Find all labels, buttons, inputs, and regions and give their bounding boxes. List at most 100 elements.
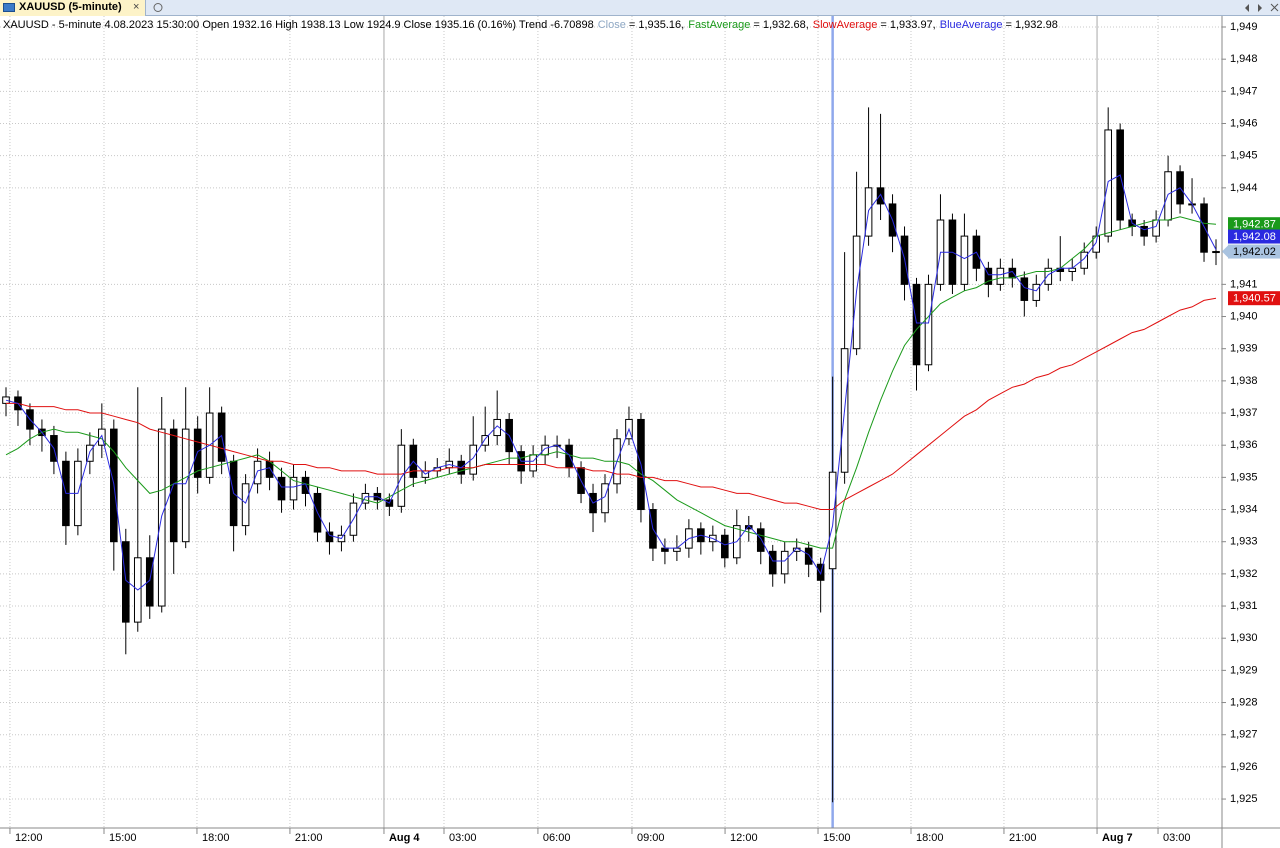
price-tag-arrow xyxy=(1222,244,1229,259)
tab-close[interactable]: × xyxy=(133,1,140,13)
candle-body xyxy=(541,444,549,456)
average-line xyxy=(5,174,1217,591)
tab-title: XAUUSD (5-minute) xyxy=(19,1,122,13)
x-tick-label: 06:00 xyxy=(543,832,571,844)
candle-body xyxy=(361,492,370,504)
legend-value: = 1,932.98 xyxy=(1005,19,1058,31)
y-tick-label: 1,927 xyxy=(1230,729,1258,741)
scroll-right[interactable] xyxy=(1258,4,1262,12)
y-tick-label: 1,925 xyxy=(1230,793,1258,805)
legend-name: FastAverage xyxy=(688,19,751,31)
candle-body xyxy=(756,528,765,552)
new-tab-icon[interactable] xyxy=(153,3,163,12)
candle-body xyxy=(1032,283,1041,301)
legend-value: = 1,935.16, xyxy=(628,19,685,31)
candle-body xyxy=(1080,251,1089,269)
candle-body xyxy=(277,476,286,501)
x-tick-label: 18:00 xyxy=(202,832,230,844)
chart-header: XAUUSD - 5-minute 4.08.2023 15:30:00 Ope… xyxy=(3,19,1058,31)
candle-body xyxy=(469,444,478,475)
candle-body xyxy=(481,435,490,446)
candle-body xyxy=(768,550,777,575)
x-tick-label: 09:00 xyxy=(637,832,665,844)
candle-body xyxy=(780,550,789,575)
candle-body xyxy=(1044,267,1053,285)
price-tag xyxy=(1228,291,1280,306)
candle-body xyxy=(721,534,729,559)
price-tag xyxy=(1228,229,1280,244)
y-tick-label: 1,937 xyxy=(1230,407,1258,419)
legend-name: Close xyxy=(597,19,626,31)
close-all[interactable] xyxy=(1270,3,1279,12)
price-tag-label: 1,942.02 xyxy=(1233,246,1276,258)
price-tag-label: 1,942.87 xyxy=(1233,219,1276,231)
y-tick-label: 1,949 xyxy=(1230,21,1258,33)
candle-body xyxy=(145,557,154,607)
price-tag xyxy=(1228,244,1280,259)
x-tick-label: 21:00 xyxy=(1009,832,1037,844)
y-tick-label: 1,930 xyxy=(1230,632,1258,644)
x-tick-label: Aug 7 xyxy=(1102,832,1133,844)
x-tick-label: 12:00 xyxy=(15,832,43,844)
candle-body xyxy=(253,460,262,485)
candle-body xyxy=(984,267,993,285)
y-tick-label: 1,928 xyxy=(1230,696,1258,708)
y-tick-label: 1,934 xyxy=(1230,503,1258,515)
legend-name: SlowAverage xyxy=(812,19,878,31)
x-tick-label: 21:00 xyxy=(295,832,323,844)
y-tick-label: 1,939 xyxy=(1230,343,1258,355)
average-line xyxy=(6,297,1217,510)
legend-value: = 1,933.97, xyxy=(880,19,936,31)
candle-body xyxy=(241,483,250,527)
y-tick-label: 1,946 xyxy=(1230,117,1258,129)
plot xyxy=(2,16,1220,828)
candle-body xyxy=(2,396,10,404)
x-tick-label: 15:00 xyxy=(823,832,851,844)
y-tick-label: 1,929 xyxy=(1230,664,1258,676)
average-line xyxy=(5,216,1217,549)
y-tick-label: 1,941 xyxy=(1230,278,1258,290)
x-tick-label: Aug 4 xyxy=(389,832,420,844)
x-tick-label: 15:00 xyxy=(109,832,137,844)
candle-body xyxy=(397,444,406,507)
y-tick-label: 1,940 xyxy=(1230,310,1258,322)
candle-body xyxy=(1140,225,1148,237)
y-tick-label: 1,945 xyxy=(1230,150,1258,162)
tab-icon xyxy=(3,3,15,12)
candle-body xyxy=(912,283,921,366)
candle-body xyxy=(1164,171,1172,221)
legend-value: = 1,932.68, xyxy=(753,19,809,31)
price-tag-label: 1,942.08 xyxy=(1233,231,1276,243)
y-tick-label: 1,938 xyxy=(1230,375,1258,387)
chart-tab[interactable]: XAUUSD (5-minute) × xyxy=(0,0,146,16)
y-tick-label: 1,947 xyxy=(1230,85,1258,97)
tab-icons xyxy=(153,3,1279,12)
candle-body xyxy=(1152,219,1160,237)
candle-body xyxy=(565,444,573,469)
price-tag-label: 1,940.57 xyxy=(1233,293,1276,305)
candle-body xyxy=(804,547,813,565)
candle-body xyxy=(996,267,1005,285)
x-tick-label: 12:00 xyxy=(730,832,758,844)
candle-body xyxy=(529,454,537,472)
candle-body xyxy=(661,547,669,552)
y-tick-label: 1,931 xyxy=(1230,600,1258,612)
candle-body xyxy=(673,547,681,552)
x-tick-label: 18:00 xyxy=(916,832,944,844)
y-tick-label: 1,926 xyxy=(1230,761,1258,773)
candle-body xyxy=(193,428,202,478)
candle-body xyxy=(924,283,933,366)
axes: 1,925 1,926 1,927 1,928 1,929 1,930 1,931 1,932… xyxy=(9,21,1280,844)
header-text: XAUUSD - 5-minute 4.08.2023 15:30:00 Ope… xyxy=(3,19,594,31)
candle-body xyxy=(325,531,334,543)
candle-body xyxy=(1008,267,1017,279)
candle-body xyxy=(289,476,298,501)
candle-body xyxy=(1212,251,1220,254)
grid xyxy=(0,16,1222,828)
scroll-left[interactable] xyxy=(1245,4,1249,12)
candle-body xyxy=(121,541,130,623)
candle-body xyxy=(960,235,969,285)
y-tick-label: 1,936 xyxy=(1230,439,1258,451)
y-tick-label: 1,948 xyxy=(1230,53,1258,65)
